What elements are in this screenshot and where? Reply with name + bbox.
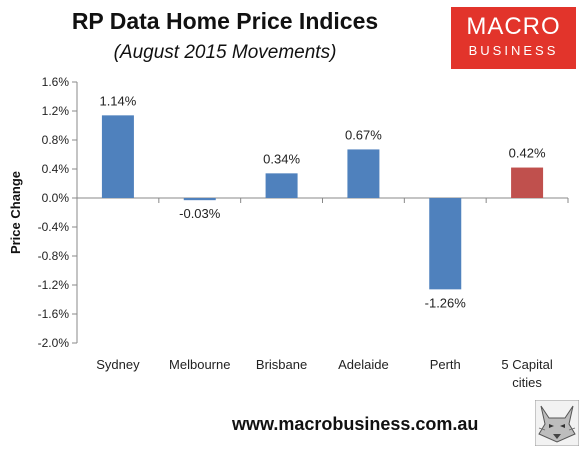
chart-title: RP Data Home Price Indices <box>71 8 379 34</box>
y-tick-label: 0.8% <box>42 133 70 147</box>
wolf-logo-icon <box>535 400 579 446</box>
data-label: 0.67% <box>345 127 382 142</box>
logo-line-1: MACRO <box>466 13 561 40</box>
bar-2 <box>265 173 298 198</box>
macrobusiness-logo: MACRO BUSINESS <box>451 7 576 69</box>
y-axis-title: Price Change <box>8 171 23 254</box>
x-category-label: Melbourne <box>169 357 230 372</box>
x-category-label: Brisbane <box>256 357 307 372</box>
data-label: 1.14% <box>99 93 136 108</box>
logo-line-2: BUSINESS <box>468 43 559 58</box>
y-tick-label: 1.2% <box>42 104 70 118</box>
y-tick-label: -1.2% <box>38 278 70 292</box>
y-tick-label: 0.4% <box>42 162 70 176</box>
bar-0 <box>101 115 134 198</box>
x-category-label: cities <box>512 375 542 390</box>
bar-4 <box>429 198 462 290</box>
y-tick-label: -2.0% <box>38 336 70 350</box>
bar-1 <box>183 198 216 201</box>
bar-3 <box>347 149 380 198</box>
x-category-label: Adelaide <box>338 357 389 372</box>
data-label: -1.26% <box>425 295 467 310</box>
x-category-label: 5 Capital <box>501 357 552 372</box>
x-category-label: Sydney <box>96 357 140 372</box>
data-label: 0.42% <box>509 146 546 161</box>
bar-5 <box>511 167 544 198</box>
y-tick-label: 1.6% <box>42 75 70 89</box>
data-label: -0.03% <box>179 206 221 221</box>
y-tick-label: 0.0% <box>42 191 70 205</box>
y-tick-label: -1.6% <box>38 307 70 321</box>
data-label: 0.34% <box>263 151 300 166</box>
y-tick-label: -0.8% <box>38 249 70 263</box>
chart-subtitle: (August 2015 Movements) <box>113 42 337 63</box>
y-tick-label: -0.4% <box>38 220 70 234</box>
website-url: www.macrobusiness.com.au <box>232 414 479 434</box>
x-category-label: Perth <box>430 357 461 372</box>
